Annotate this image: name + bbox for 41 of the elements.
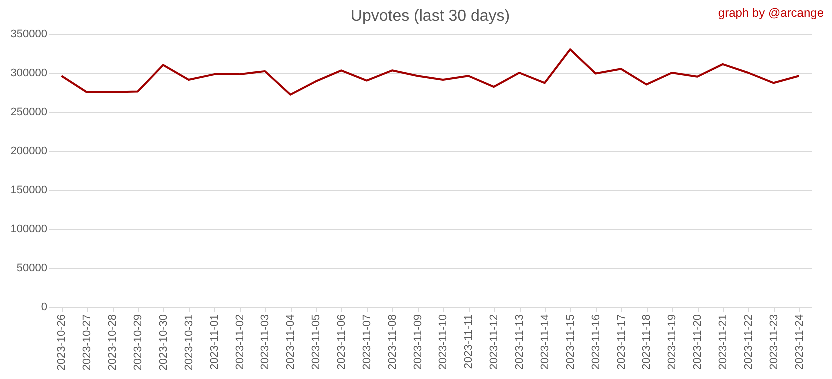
x-tick-label: 2023-11-01: [208, 314, 221, 370]
x-tick-label: 2023-10-28: [107, 314, 120, 371]
y-tick-label: 300000: [10, 68, 48, 80]
x-tick-label: 2023-10-26: [56, 314, 68, 371]
x-tick-label: 2023-11-12: [488, 314, 501, 370]
x-tick-label: 2023-11-22: [742, 314, 755, 370]
x-tick-label: 2023-11-18: [641, 314, 654, 370]
x-tick-label: 2023-10-31: [183, 314, 196, 371]
x-tick-label: 2023-11-08: [386, 314, 399, 370]
x-tick-label: 2023-10-29: [132, 314, 145, 371]
y-tick-label: 0: [41, 302, 48, 314]
text: graph by @arcange: [718, 6, 824, 20]
chart-title: Upvotes (last 30 days): [350, 8, 510, 25]
x-tick-label: 2023-11-23: [768, 314, 780, 370]
x-tick-label: 2023-11-19: [666, 314, 679, 370]
x-tick-label: 2023-11-13: [514, 314, 526, 370]
x-tick-label: 2023-11-04: [285, 314, 298, 370]
x-tick-label: 2023-11-02: [234, 314, 246, 370]
x-tick-label: 2023-11-21: [717, 314, 730, 370]
x-tick-label: 2023-11-09: [412, 314, 424, 370]
x-tick-label: 2023-11-05: [310, 314, 323, 370]
x-tick-label: 2023-10-27: [82, 314, 94, 371]
x-tick-label: 2023-11-14: [539, 314, 552, 370]
x-tick-label: 2023-11-20: [692, 314, 704, 370]
y-tick-label: 200000: [10, 146, 48, 158]
y-tick-label: 350000: [10, 28, 48, 40]
x-tick-label: 2023-10-30: [158, 314, 170, 371]
x-tick-label: 2023-11-06: [336, 314, 348, 370]
x-tick-label: 2023-11-11: [463, 314, 476, 370]
y-tick-label: 100000: [10, 224, 48, 236]
y-tick-label: 50000: [16, 262, 48, 274]
x-tick-label: 2023-11-03: [260, 314, 272, 370]
line-series: [60, 48, 800, 96]
x-tick-label: 2023-11-17: [616, 314, 628, 370]
y-tick-label: 150000: [10, 184, 48, 196]
x-tick-label: 2023-11-10: [438, 314, 450, 370]
y-tick-label: 250000: [10, 106, 48, 118]
x-tick-label: 2023-11-24: [794, 314, 806, 370]
x-tick-label: 2023-11-15: [564, 314, 577, 370]
x-tick-label: 2023-11-16: [590, 314, 602, 370]
x-tick-label: 2023-11-07: [361, 314, 374, 370]
